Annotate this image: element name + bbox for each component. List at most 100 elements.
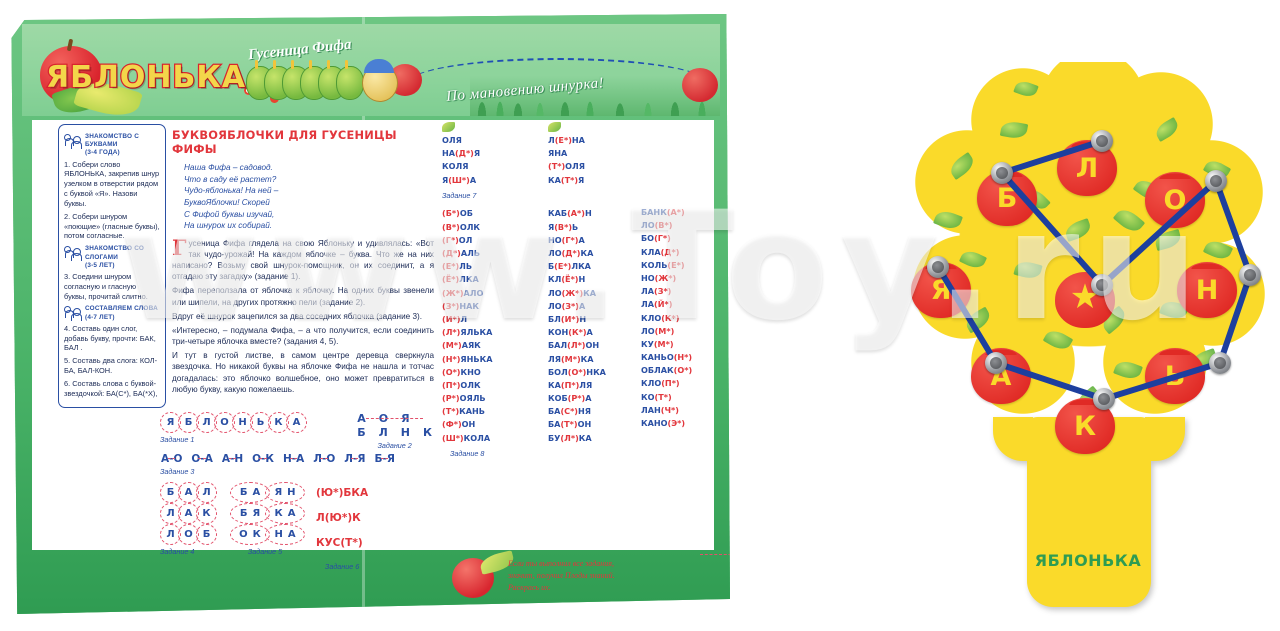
word-part: (Т*) xyxy=(560,419,578,430)
word-part: ЛО xyxy=(641,220,655,231)
task1-label: Задание 1 xyxy=(160,435,195,444)
lacing-eyelet[interactable] xyxy=(1239,264,1261,286)
poem-line: Наша Фифа – садовод. xyxy=(184,163,273,172)
word-part: ЛЯ xyxy=(548,353,561,364)
lacing-eyelet[interactable] xyxy=(1091,130,1113,152)
lacing-tree-board[interactable]: ЯБЛОНЬКА Я Б Л О Н А К Ь ★ xyxy=(905,62,1271,607)
task1-letter: А xyxy=(286,412,307,433)
apple-letter-н[interactable]: Н xyxy=(1177,259,1237,318)
task3-pair: Н-А xyxy=(283,453,305,465)
word-part: (Т*) xyxy=(560,174,579,185)
word-part: ЛА xyxy=(641,299,654,310)
word-entry: (З*)НАК xyxy=(442,300,492,313)
apple-letter-ь[interactable]: Ь xyxy=(1145,345,1205,404)
apple-letter-о[interactable]: О xyxy=(1145,169,1205,228)
lacing-eyelet[interactable] xyxy=(927,256,949,278)
word-part: (Л*) xyxy=(442,327,461,338)
lacing-eyelet[interactable] xyxy=(985,352,1007,374)
word-part: Я xyxy=(578,174,585,185)
lacing-eyelet[interactable] xyxy=(1093,388,1115,410)
brand-logo: ЯБЛОНЬКА xyxy=(40,40,246,116)
word-part: (Р*) xyxy=(442,393,460,404)
instruction-item: 7. Находим в «Яблоньке» имена: АНЯ, БОНЯ… xyxy=(750,151,841,200)
task3-pair: А-О xyxy=(161,453,183,465)
word-entry: (Е*)ЛЬ xyxy=(442,260,492,273)
word-part: ЯЛЬКА xyxy=(460,327,493,338)
word-entry: (Ш*)КОЛА xyxy=(442,432,492,445)
bottom-note-line: Если ты выполнил все задания, xyxy=(508,559,614,568)
word-part: БО xyxy=(641,233,655,244)
word-entry: БОЛ(О*)НКА xyxy=(548,366,606,379)
left-instructions-panel: ЗНАКОМСТВО С БУКВАМИ (3-4 ГОДА) 1. Собер… xyxy=(58,124,166,408)
word-part: КА xyxy=(580,353,594,364)
word-part: КЛ xyxy=(548,274,562,285)
word-part: (Е*) xyxy=(554,135,572,145)
bottom-note-line: Раскрась их. xyxy=(508,583,551,592)
word-part: БУ xyxy=(548,432,561,443)
poem-line: БуквоЯблочки! Скорей xyxy=(184,197,270,207)
word-part: (В*) xyxy=(554,221,573,232)
section-title-text: ИГРЫ СО СЛОВАМИ xyxy=(771,133,839,140)
word-part: (Н*) xyxy=(673,352,693,363)
word-part: А xyxy=(469,174,477,185)
word-entry: КЛ(Ё*)Н xyxy=(548,273,606,286)
lacing-eyelet[interactable] xyxy=(1209,352,1231,374)
word-part: (А*) xyxy=(666,207,685,217)
brand-name: ЯБЛОНЬКА xyxy=(45,59,247,97)
word-entry: ЯНА xyxy=(548,147,606,160)
word-entry: ЛАН(Ч*) xyxy=(641,404,692,417)
word-entry: БЛ(И*)Н xyxy=(548,313,606,326)
word-part: ЛА xyxy=(641,286,654,297)
word-part: ЛАН xyxy=(641,404,661,415)
task7-column-1: ОЛЯ НА(Д*)Я КОЛЯ Я(Ш*)А Задание 7 (Б*)ОБ (В*… xyxy=(442,122,492,460)
word-part: ЛКА xyxy=(459,274,479,285)
word-part: (Г*) xyxy=(561,234,579,245)
word-part: (М*) xyxy=(560,353,581,364)
section-title: ИГРЫ СО СЛОВАМИ (4-7 ЛЕТ) xyxy=(771,133,838,149)
lacing-eyelet[interactable] xyxy=(1091,274,1113,296)
word-part: (В*) xyxy=(654,220,673,231)
lacing-eyelet[interactable] xyxy=(991,162,1013,184)
word-part: ЛО xyxy=(548,287,562,298)
word-part: Н xyxy=(584,208,592,219)
word-entry: КА(П*)ЛЯ xyxy=(548,379,606,392)
section-header: ЗНАКОМСТВО СО СЛОГАМИ (3-5 ЛЕТ) xyxy=(64,245,160,270)
story-column: БУКВОЯБЛОЧКИ ДЛЯ ГУСЕНИЦЫ ФИФЫ Наша Фифа… xyxy=(172,122,434,398)
word-entry: БАНК(А*) xyxy=(641,206,692,219)
word-part: НА xyxy=(442,148,456,159)
instruction-item: По очереди называйте слова, составленные… xyxy=(750,334,842,393)
word-part: (Ё*) xyxy=(561,274,579,285)
word-entry: (О*)КНО xyxy=(442,366,492,379)
word-entry: (Р*)ОЯЛЬ xyxy=(442,392,492,405)
word-part: (Т*) xyxy=(654,391,672,402)
word-part: (Л*) xyxy=(567,340,586,351)
word-part: Ь xyxy=(572,221,579,232)
task3-label: Задание 3 xyxy=(160,467,195,476)
word-entry: ЛО(В*) xyxy=(641,219,692,232)
section-title-text: СОСТАВЛЯЕМ СЛОВА xyxy=(85,305,158,313)
story-paragraph: «Интересно, – подумала Фифа, – а что пол… xyxy=(172,325,434,347)
section-title: ЗНАКОМСТВО С БУКВАМИ (3-4 ГОДА) xyxy=(85,133,160,158)
task2-letter: Я xyxy=(401,412,410,425)
lacing-eyelet[interactable] xyxy=(1205,170,1227,192)
word-part: ЛЯ xyxy=(579,379,593,390)
task8-column-3: БАНК(А*) ЛО(В*) БО(Г*) КЛА(Д*) КОЛЬ(Е*) НО(Ж*… xyxy=(641,206,692,430)
word-part: Н xyxy=(578,274,586,285)
word-part: КНО xyxy=(460,366,481,377)
bottom-note-text: Если ты выполнил все задания, значит, по… xyxy=(508,558,615,594)
word-entry: Я(Ш*)А xyxy=(442,174,492,187)
task2-letter: А xyxy=(357,412,366,425)
word-entry: (Т*)ОЛЯ xyxy=(548,160,606,173)
word-part: (Ж*) xyxy=(654,272,677,283)
word-part: (Р*) xyxy=(567,393,586,404)
word-part: Л xyxy=(460,313,468,324)
instruction-item: Кто быстрее «напишет» : xyxy=(750,273,837,283)
word-part: Л xyxy=(548,135,555,145)
word-part: (И*) xyxy=(442,313,461,324)
word-entry: (Н*)ЯНЬКА xyxy=(442,353,492,366)
